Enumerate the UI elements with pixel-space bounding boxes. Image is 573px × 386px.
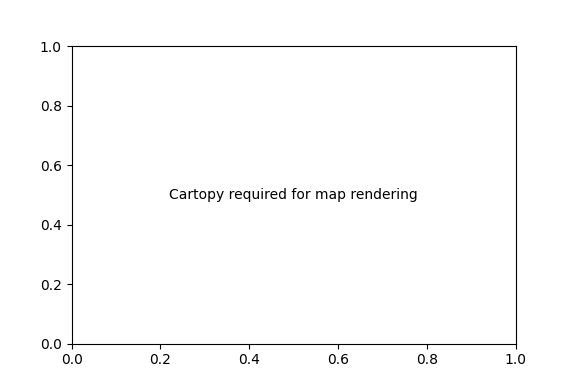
Text: Cartopy required for map rendering: Cartopy required for map rendering xyxy=(169,188,418,202)
